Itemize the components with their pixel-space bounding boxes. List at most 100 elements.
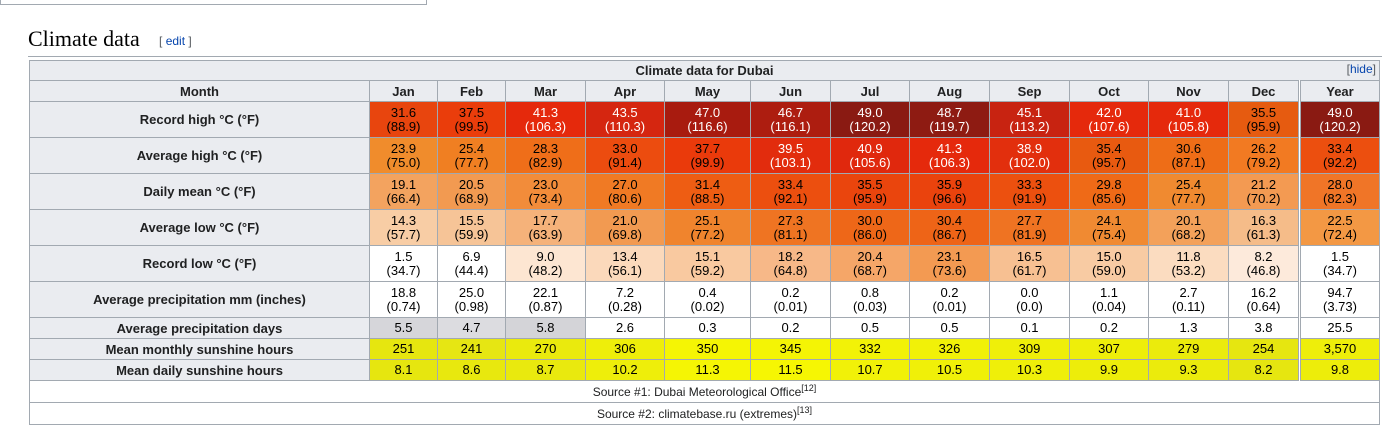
value-cell: 25.4 (77.7) — [437, 137, 506, 174]
value-cell: 1.3 — [1148, 317, 1229, 339]
fahrenheit-value: (61.7) — [1012, 262, 1047, 278]
fahrenheit-value: (85.6) — [1092, 190, 1126, 206]
value-cell: 15.5 (59.9) — [437, 209, 506, 246]
celsius-value: 20.4 — [857, 248, 883, 264]
previous-box-border — [0, 0, 427, 5]
celsius-value: 46.7 — [777, 104, 804, 120]
fahrenheit-value: (105.6) — [849, 154, 891, 170]
celsius-value: 21.2 — [1250, 176, 1277, 192]
row-label: Average low °C (°F) — [29, 209, 370, 246]
fahrenheit-value: (44.4) — [454, 262, 489, 278]
value-cell: 345 — [750, 338, 831, 360]
source-prefix: Source #1: — [592, 384, 655, 399]
celsius-value: 30.4 — [936, 212, 963, 228]
source-prefix: Source #2: — [596, 406, 659, 421]
edit-open-bracket: [ — [159, 34, 163, 48]
value-cell: 8.2 — [1228, 359, 1300, 381]
value-cell: 2.7 (0.11) — [1148, 281, 1229, 318]
celsius-value: 2.7 — [1179, 284, 1198, 300]
celsius-value: 0.4 — [698, 284, 717, 300]
fahrenheit-value: (77.7) — [1171, 190, 1206, 206]
row-label: Daily mean °C (°F) — [29, 173, 370, 210]
fahrenheit-value: (107.6) — [1088, 118, 1130, 134]
celsius-value: 47.0 — [694, 104, 721, 120]
value-cell: 29.8 (85.6) — [1069, 173, 1149, 210]
fahrenheit-value: (92.2) — [1323, 154, 1357, 170]
value-cell: 8.2 (46.8) — [1228, 245, 1300, 282]
value-cell: 30.0 (86.0) — [830, 209, 910, 246]
celsius-value: 15.1 — [694, 248, 721, 264]
hide-link[interactable]: hide — [1349, 62, 1373, 76]
value-cell: 307 — [1069, 338, 1149, 360]
celsius-value: 18.8 — [390, 284, 417, 300]
fahrenheit-value: (57.7) — [386, 226, 421, 242]
value-cell: 241 — [437, 338, 506, 360]
value-cell: 9.8 — [1298, 359, 1380, 381]
climate-row: Average high °C (°F) 23.9 (75.0) 25.4 (77.7)… — [29, 137, 1380, 174]
fahrenheit-value: (110.3) — [604, 118, 646, 134]
edit-link[interactable]: edit — [165, 34, 186, 48]
fahrenheit-value: (46.8) — [1246, 262, 1281, 278]
fahrenheit-value: (53.2) — [1171, 262, 1206, 278]
value-cell: 22.5 (72.4) — [1298, 209, 1380, 246]
value-cell: 13.4 (56.1) — [585, 245, 665, 282]
celsius-value: 30.6 — [1175, 140, 1202, 156]
value-cell: 0.4 (0.02) — [664, 281, 751, 318]
hide-toggle[interactable]: [hide] — [1347, 62, 1376, 76]
celsius-value: 21.0 — [612, 212, 638, 228]
value-cell: 94.7 (3.73) — [1298, 281, 1380, 318]
celsius-value: 35.9 — [936, 176, 963, 192]
fahrenheit-value: (0.0) — [1016, 298, 1043, 314]
fahrenheit-value: (64.8) — [773, 262, 808, 278]
celsius-value: 45.1 — [1016, 104, 1043, 120]
value-cell: 49.0 (120.2) — [830, 101, 910, 138]
fahrenheit-value: (116.1) — [770, 118, 811, 134]
value-cell: 45.1 (113.2) — [989, 101, 1070, 138]
value-cell: 332 — [830, 338, 910, 360]
fahrenheit-value: (95.9) — [853, 190, 887, 206]
value-cell: 33.4 (92.2) — [1298, 137, 1380, 174]
row-label: Average precipitation mm (inches) — [29, 281, 370, 318]
fahrenheit-value: (82.3) — [1323, 190, 1357, 206]
reference-link[interactable]: [13] — [797, 404, 813, 415]
celsius-value: 33.3 — [1016, 176, 1043, 192]
celsius-value: 22.5 — [1327, 212, 1353, 228]
fahrenheit-value: (72.4) — [1323, 226, 1357, 242]
source-row: Source #2: climatebase.ru (extremes)[13] — [29, 402, 1380, 425]
value-cell: 11.5 — [750, 359, 831, 381]
fahrenheit-value: (75.4) — [1092, 226, 1126, 242]
celsius-value: 49.0 — [1327, 104, 1353, 120]
value-cell: 21.2 (70.2) — [1228, 173, 1300, 210]
value-cell: 23.1 (73.6) — [909, 245, 990, 282]
value-cell: 19.1 (66.4) — [369, 173, 438, 210]
month-column-header: May — [664, 80, 751, 102]
celsius-value: 0.2 — [781, 284, 800, 300]
value-cell: 33.0 (91.4) — [585, 137, 665, 174]
reference-link[interactable]: [12] — [801, 382, 817, 393]
celsius-value: 19.1 — [390, 176, 417, 192]
month-column-header: Jul — [830, 80, 910, 102]
fahrenheit-value: (75.0) — [386, 154, 421, 170]
source-cell: Source #1: Dubai Meteorological Office[1… — [29, 380, 1380, 403]
fahrenheit-value: (66.4) — [386, 190, 421, 206]
celsius-value: 27.3 — [777, 212, 804, 228]
value-cell: 14.3 (57.7) — [369, 209, 438, 246]
celsius-value: 25.0 — [458, 284, 485, 300]
celsius-value: 43.5 — [612, 104, 638, 120]
month-column-header: Feb — [437, 80, 506, 102]
fahrenheit-value: (73.6) — [932, 262, 967, 278]
value-cell: 0.0 (0.0) — [989, 281, 1070, 318]
value-cell: 25.4 (77.7) — [1148, 173, 1229, 210]
celsius-value: 25.1 — [694, 212, 721, 228]
fahrenheit-value: (86.7) — [932, 226, 967, 242]
value-cell: 25.0 (0.98) — [437, 281, 506, 318]
value-cell: 41.3 (106.3) — [909, 137, 990, 174]
row-label: Mean monthly sunshine hours — [29, 338, 370, 360]
fahrenheit-value: (91.9) — [1012, 190, 1047, 206]
month-column-header: Aug — [909, 80, 990, 102]
month-column-header: Jun — [750, 80, 831, 102]
fahrenheit-value: (95.9) — [1246, 118, 1281, 134]
value-cell: 43.5 (110.3) — [585, 101, 665, 138]
value-cell: 16.3 (61.3) — [1228, 209, 1300, 246]
celsius-value: 22.1 — [532, 284, 559, 300]
